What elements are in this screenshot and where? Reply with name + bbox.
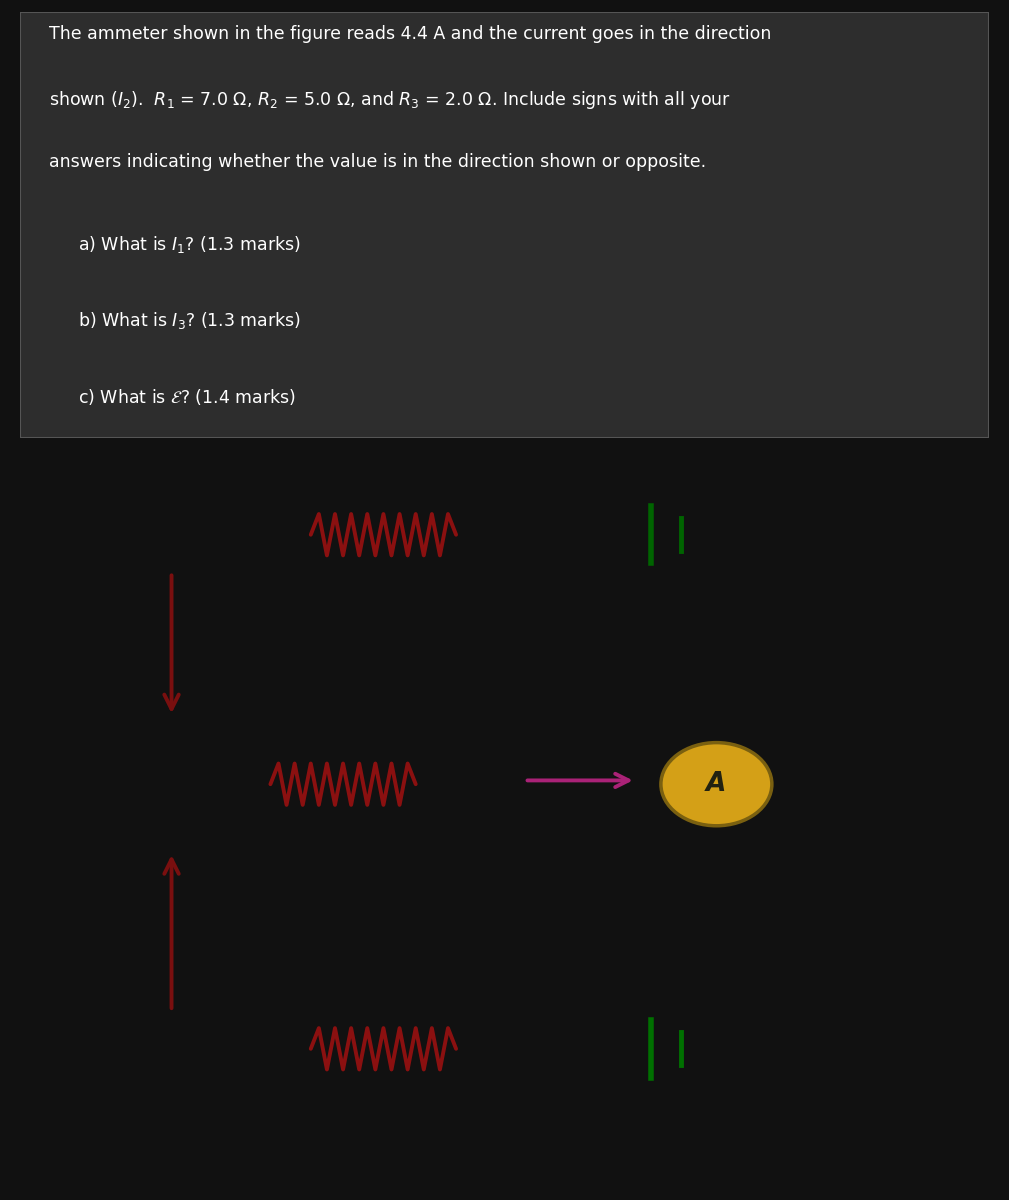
Text: A: A: [706, 772, 726, 797]
Text: $R_3$: $R_3$: [369, 982, 398, 1007]
Text: −: −: [701, 1078, 717, 1097]
Text: c) What is $\mathcal{E}$? (1.4 marks): c) What is $\mathcal{E}$? (1.4 marks): [79, 386, 296, 407]
Text: answers indicating whether the value is in the direction shown or opposite.: answers indicating whether the value is …: [49, 152, 706, 170]
Text: The ammeter shown in the figure reads 4.4 A and the current goes in the directio: The ammeter shown in the figure reads 4.…: [49, 25, 772, 43]
Circle shape: [661, 743, 772, 826]
Text: $R_2$: $R_2$: [329, 714, 357, 740]
Text: −: −: [701, 564, 717, 582]
Text: shown ($I_2$).  $R_1$ = 7.0 $\Omega$, $R_2$ = 5.0 $\Omega$, and $R_3$ = 2.0 $\Om: shown ($I_2$). $R_1$ = 7.0 $\Omega$, $R_…: [49, 89, 732, 110]
Text: +: +: [614, 572, 631, 592]
Text: 10.0 V: 10.0 V: [706, 473, 781, 493]
Text: $I_2$: $I_2$: [567, 815, 583, 838]
Text: b) What is $I_3$? (1.3 marks): b) What is $I_3$? (1.3 marks): [79, 310, 302, 331]
Text: $\mathcal{E}$: $\mathcal{E}$: [654, 1115, 672, 1141]
Text: $I_3$: $I_3$: [207, 920, 224, 943]
Text: $I_1$: $I_1$: [207, 610, 224, 634]
Text: +: +: [614, 1087, 631, 1105]
Text: $R_1$: $R_1$: [369, 464, 398, 491]
FancyBboxPatch shape: [20, 12, 989, 438]
Text: a) What is $I_1$? (1.3 marks): a) What is $I_1$? (1.3 marks): [79, 234, 301, 254]
